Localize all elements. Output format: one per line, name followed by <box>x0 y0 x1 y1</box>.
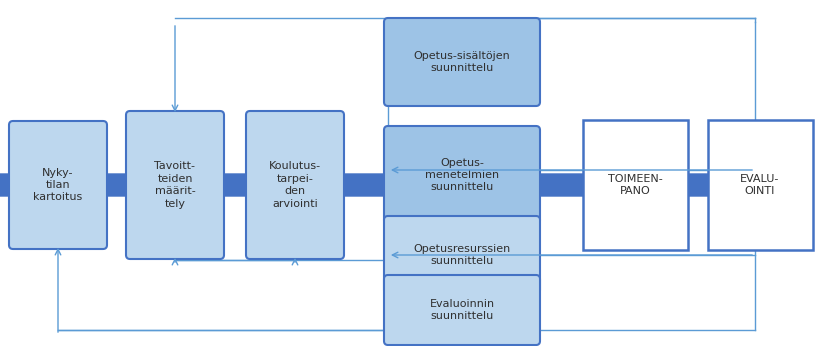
Text: Koulutus-
tarpei-
den
arviointi: Koulutus- tarpei- den arviointi <box>269 161 321 209</box>
Text: EVALU-
OINTI: EVALU- OINTI <box>741 174 780 196</box>
Text: Nyky-
tilan
kartoitus: Nyky- tilan kartoitus <box>34 167 83 202</box>
FancyBboxPatch shape <box>708 120 813 250</box>
FancyBboxPatch shape <box>384 18 540 106</box>
Text: Tavoitt-
teiden
määrit-
tely: Tavoitt- teiden määrit- tely <box>154 161 195 209</box>
FancyBboxPatch shape <box>384 275 540 345</box>
Text: TOIMEEN-
PANO: TOIMEEN- PANO <box>608 174 663 196</box>
FancyBboxPatch shape <box>126 111 224 259</box>
FancyBboxPatch shape <box>384 126 540 224</box>
Text: Evaluoinnin
suunnittelu: Evaluoinnin suunnittelu <box>429 299 494 321</box>
FancyArrow shape <box>0 166 786 204</box>
Text: Opetus-sisältöjen
suunnittelu: Opetus-sisältöjen suunnittelu <box>414 51 511 73</box>
Text: Opetusresurssien
suunnittelu: Opetusresurssien suunnittelu <box>414 244 511 266</box>
FancyBboxPatch shape <box>384 216 540 294</box>
FancyBboxPatch shape <box>583 120 687 250</box>
Text: Opetus-
menetelmien
suunnittelu: Opetus- menetelmien suunnittelu <box>425 157 499 192</box>
FancyBboxPatch shape <box>246 111 344 259</box>
FancyBboxPatch shape <box>9 121 107 249</box>
